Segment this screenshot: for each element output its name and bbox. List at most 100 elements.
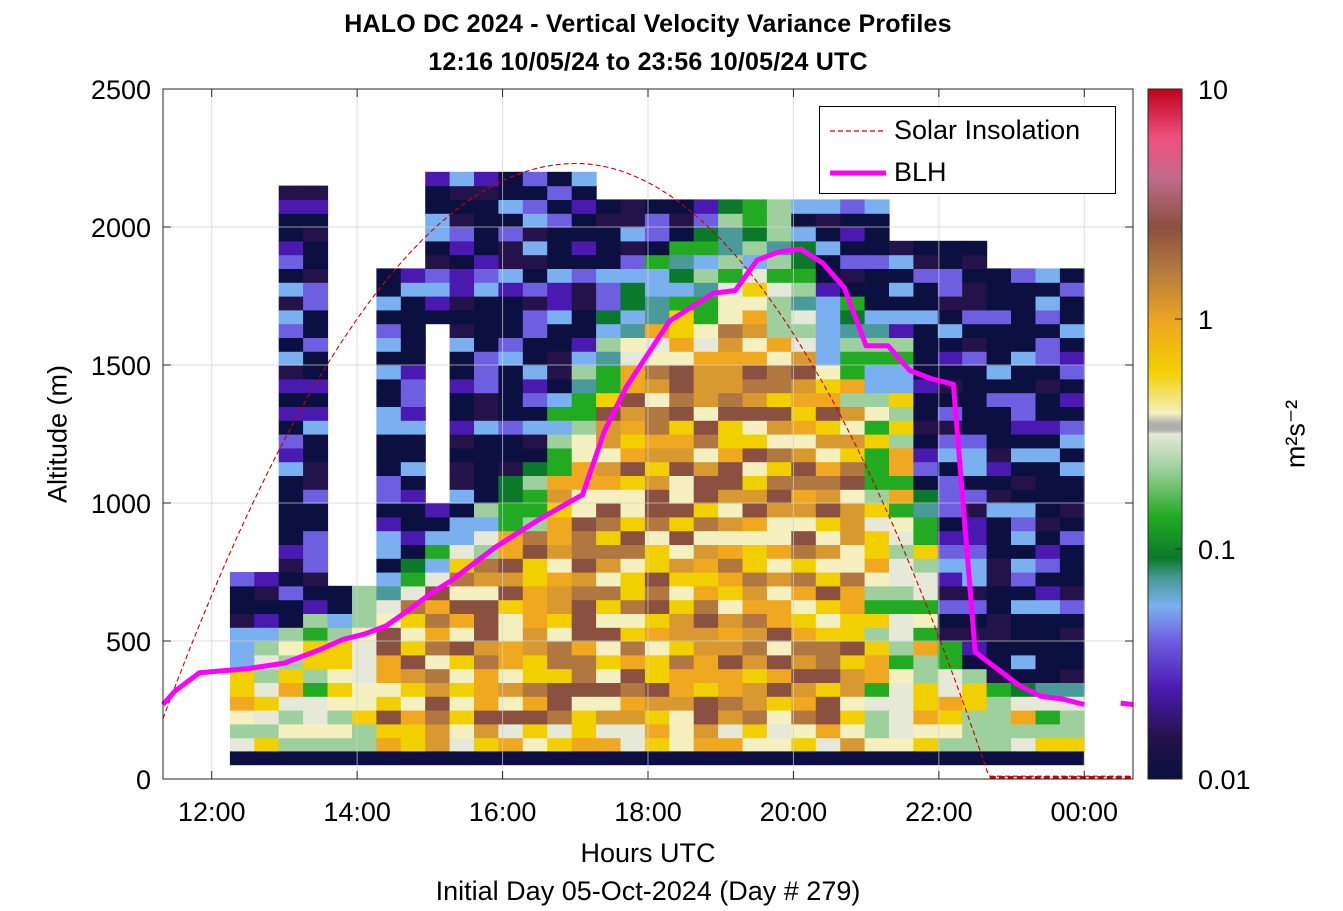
heatmap-cell	[889, 696, 914, 711]
heatmap-cell	[376, 365, 402, 380]
heatmap-cell	[1059, 516, 1085, 532]
heatmap-cell	[962, 392, 988, 407]
heatmap-cell	[669, 475, 695, 490]
heatmap-cell	[669, 737, 695, 752]
heatmap-cell	[1011, 723, 1036, 739]
heatmap-cell	[742, 323, 768, 338]
heatmap-cell	[766, 737, 792, 752]
heatmap-cell	[474, 489, 499, 504]
heatmap-cell	[474, 627, 499, 642]
heatmap-cell	[693, 420, 719, 435]
heatmap-cell	[1035, 530, 1061, 545]
heatmap-cell	[620, 392, 646, 407]
heatmap-cell	[962, 682, 988, 697]
heatmap-cell	[620, 475, 646, 490]
heatmap-cell	[571, 599, 597, 614]
heatmap-cell	[596, 613, 622, 628]
heatmap-cell	[937, 461, 963, 476]
heatmap-cell	[449, 365, 475, 380]
heatmap-cell	[352, 599, 377, 614]
heatmap-cell	[1059, 447, 1085, 463]
heatmap-cell	[571, 365, 597, 380]
heatmap-cell	[571, 641, 597, 656]
heatmap-cell	[449, 227, 475, 242]
heatmap-cell	[596, 696, 622, 711]
heatmap-cell	[937, 599, 963, 614]
heatmap-cell	[766, 544, 792, 559]
heatmap-cell	[766, 282, 792, 297]
heatmap-cell	[522, 654, 548, 670]
heatmap-cell	[840, 710, 866, 725]
heatmap-cell	[986, 710, 1012, 725]
heatmap-cell	[889, 641, 914, 656]
heatmap-cell	[547, 199, 573, 214]
heatmap-cell	[425, 296, 451, 311]
heatmap-cell	[620, 696, 646, 711]
heatmap-cell	[620, 461, 646, 476]
heatmap-cell	[693, 682, 719, 697]
heatmap-cell	[693, 461, 719, 476]
heatmap-cell	[376, 627, 402, 642]
heatmap-cell	[693, 668, 719, 683]
heatmap-cell	[815, 351, 841, 366]
heatmap-cell	[400, 351, 426, 366]
heatmap-cell	[498, 365, 524, 380]
heatmap-cell	[718, 475, 744, 490]
heatmap-cell	[620, 351, 646, 366]
heatmap-cell	[742, 199, 768, 214]
heatmap-cell	[840, 641, 866, 656]
heatmap-cell	[474, 406, 499, 421]
heatmap-cell	[693, 558, 719, 573]
heatmap-cell	[986, 599, 1012, 614]
heatmap-cell	[620, 710, 646, 725]
heatmap-cell	[864, 668, 890, 683]
heatmap-cell	[913, 696, 939, 711]
heatmap-cell	[449, 447, 475, 463]
heatmap-cell	[498, 227, 524, 242]
legend: Solar Insolation BLH	[819, 106, 1116, 194]
heatmap-cell	[718, 240, 744, 256]
heatmap-cell	[864, 585, 890, 601]
heatmap-cell	[278, 585, 304, 601]
heatmap-cell	[742, 668, 768, 683]
heatmap-cell	[498, 668, 524, 683]
heatmap-cell	[742, 530, 768, 545]
heatmap-cell	[522, 268, 548, 283]
heatmap-cell	[547, 323, 573, 338]
heatmap-cell	[669, 254, 695, 269]
heatmap-cell	[889, 323, 914, 338]
heatmap-cell	[766, 420, 792, 435]
heatmap-cell	[913, 406, 939, 421]
heatmap-cell	[449, 296, 475, 311]
heatmap-cell	[815, 406, 841, 421]
heatmap-cell	[449, 268, 475, 283]
heatmap-cell	[791, 599, 817, 614]
heatmap-cell	[1059, 654, 1085, 670]
heatmap-cell	[352, 585, 377, 601]
y-axis-label: Altitude (m)	[42, 364, 73, 504]
heatmap-cell	[766, 641, 792, 656]
heatmap-cell	[254, 572, 280, 587]
heatmap-cell	[913, 723, 939, 739]
x-tick-label: 20:00	[760, 797, 828, 827]
heatmap-cell	[962, 254, 988, 269]
heatmap-cell	[766, 309, 792, 325]
heatmap-cell	[571, 668, 597, 683]
heatmap-cell	[937, 475, 963, 490]
heatmap-cell	[791, 378, 817, 394]
heatmap-cell	[498, 654, 524, 670]
heatmap-cell	[742, 434, 768, 449]
heatmap-cell	[791, 516, 817, 532]
heatmap-cell	[840, 668, 866, 683]
heatmap-cell	[766, 723, 792, 739]
heatmap-cell	[742, 641, 768, 656]
y-tick-label: 500	[106, 627, 151, 657]
heatmap-cell	[815, 544, 841, 559]
heatmap-cell	[986, 392, 1012, 407]
heatmap-cell	[278, 434, 304, 449]
heatmap-cell	[864, 378, 890, 394]
heatmap-cell	[522, 240, 548, 256]
heatmap-cell	[498, 185, 524, 200]
heatmap-cell	[400, 365, 426, 380]
heatmap-cell	[815, 503, 841, 518]
